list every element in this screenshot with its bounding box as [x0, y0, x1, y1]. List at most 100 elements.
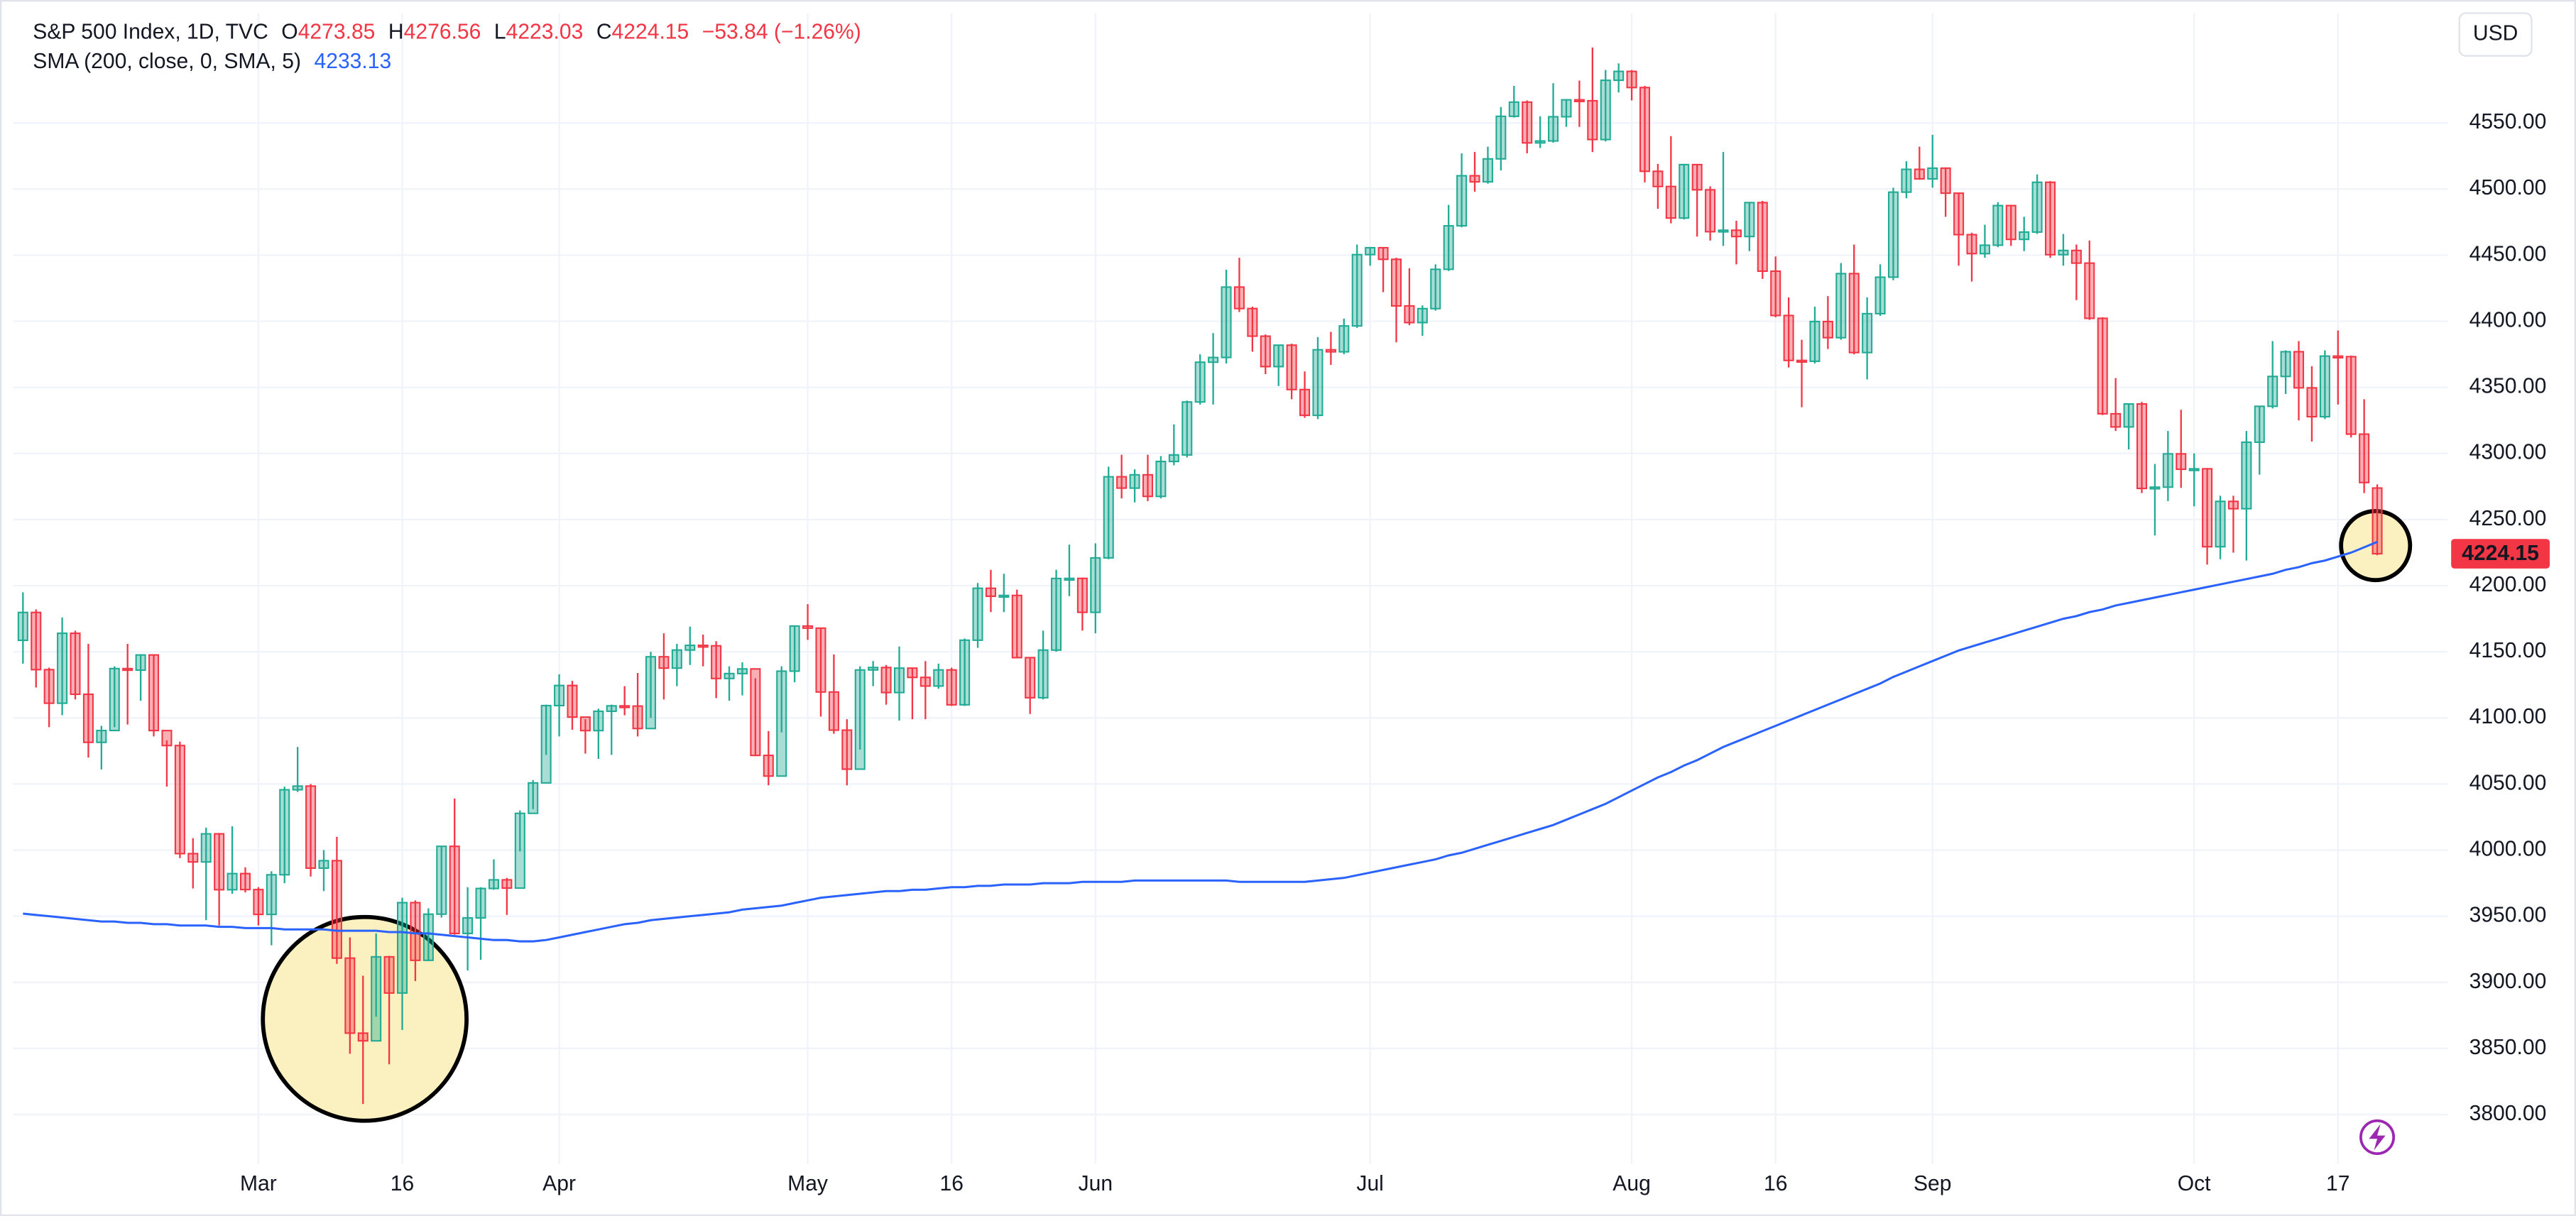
y-tick-label: 4250.00	[2469, 507, 2547, 530]
candle-body	[1639, 87, 1651, 173]
indicator-value: 4233.13	[315, 50, 392, 73]
candle-body	[475, 887, 486, 919]
marks	[17, 47, 2383, 1105]
y-tick-label: 3800.00	[2469, 1102, 2547, 1125]
candle-body	[2227, 500, 2239, 510]
candle-body	[1011, 594, 1022, 659]
candle-body	[70, 633, 81, 696]
candle-body	[2019, 231, 2030, 241]
candle-body	[2162, 453, 2173, 488]
candle-body	[57, 633, 68, 704]
x-tick-label: 17	[2326, 1172, 2349, 1195]
candle-body	[1025, 657, 1036, 699]
candle-body	[239, 872, 251, 891]
indicator-legend: SMA (200, close, 0, SMA, 5) 4233.13	[33, 50, 391, 73]
highlight-circle	[261, 914, 469, 1123]
candle-body	[422, 913, 434, 961]
replay-icon[interactable]	[2359, 1119, 2396, 1155]
candle-body	[684, 645, 696, 651]
candle-body	[1874, 276, 1886, 314]
change-value: −53.84 (−1.26%)	[702, 20, 861, 43]
candle-body	[1809, 320, 1821, 362]
close-value: 4224.15	[612, 20, 689, 43]
candle-body	[1181, 401, 1193, 456]
candle-body	[1548, 116, 1559, 142]
candle-body	[1194, 361, 1206, 403]
candle-body	[606, 705, 617, 712]
candle-body	[1705, 189, 1716, 233]
candle-body	[1613, 70, 1625, 82]
icon-bolt[interactable]	[2369, 1124, 2386, 1151]
candle-body	[1587, 99, 1598, 141]
candle-body	[1260, 335, 1271, 368]
candle-body	[972, 587, 983, 641]
candle-body	[1691, 163, 1703, 191]
candle-body	[1887, 191, 1899, 278]
candle-body	[2372, 487, 2383, 555]
candle-body	[1076, 577, 1088, 613]
candle-body	[1286, 344, 1297, 390]
candle-body	[2306, 387, 2318, 418]
candle-body	[1365, 246, 1376, 256]
candle-body	[2241, 441, 2252, 510]
candle-body	[1561, 99, 1572, 118]
candle-body	[2045, 181, 2056, 256]
candle-body	[1155, 461, 1167, 498]
candle-body	[1901, 168, 1912, 193]
candle-body	[462, 917, 474, 934]
candle-body	[1966, 234, 1977, 255]
candle-body	[880, 667, 892, 694]
candle-body	[279, 789, 290, 876]
candle-body	[567, 684, 578, 718]
high-value: 4276.56	[404, 20, 481, 43]
candle-body	[174, 745, 185, 855]
ohlc-letter: C	[596, 20, 612, 43]
candle-body	[1116, 476, 1128, 489]
candle-body	[1730, 229, 1742, 238]
currency-label[interactable]: USD	[2473, 22, 2518, 45]
candle-body	[1862, 312, 1873, 354]
candle-body	[1744, 202, 1755, 238]
candle-body	[645, 656, 657, 730]
candle-body	[658, 656, 670, 669]
candle-body	[2332, 355, 2344, 358]
candle-body	[1796, 359, 1808, 363]
candle-body	[148, 654, 160, 732]
low-value: 4223.03	[506, 20, 584, 43]
candle-body	[933, 669, 944, 687]
candle-body	[1142, 473, 1154, 498]
x-tick-label: Jun	[1079, 1172, 1113, 1195]
candle-body	[854, 669, 866, 770]
candle-body	[554, 684, 565, 706]
candle-body	[919, 677, 931, 687]
candle-body	[1783, 314, 1794, 361]
candle-body	[318, 860, 329, 869]
candle-body	[31, 611, 42, 671]
candle-body	[1168, 454, 1179, 463]
currency-button[interactable]	[2458, 12, 2533, 57]
candle-body	[907, 667, 918, 679]
candle-body	[1665, 185, 1676, 219]
candle-body	[1757, 202, 1768, 273]
y-tick-label: 4550.00	[2469, 110, 2547, 133]
candle-body	[946, 669, 957, 706]
candle-body	[1718, 229, 1729, 233]
candle-body	[815, 627, 826, 693]
candle-body	[253, 889, 264, 916]
candle-body	[828, 691, 839, 731]
candle-body	[1953, 192, 1965, 236]
candle-body	[1992, 204, 2004, 246]
candle-body	[1417, 307, 1428, 324]
candle-body	[436, 845, 447, 915]
x-tick-label: Oct	[2178, 1172, 2211, 1195]
y-tick-label: 4100.00	[2469, 705, 2547, 728]
candle-body	[1064, 577, 1075, 581]
candle-body	[122, 667, 133, 672]
price-tag-label: 4224.15	[2462, 542, 2539, 565]
candle-body	[1848, 273, 1860, 354]
candle-body	[1522, 101, 1533, 144]
candle-body	[1273, 344, 1284, 368]
candle-body	[2215, 500, 2226, 548]
candle-body	[2058, 249, 2069, 256]
candle-body	[1129, 473, 1140, 489]
